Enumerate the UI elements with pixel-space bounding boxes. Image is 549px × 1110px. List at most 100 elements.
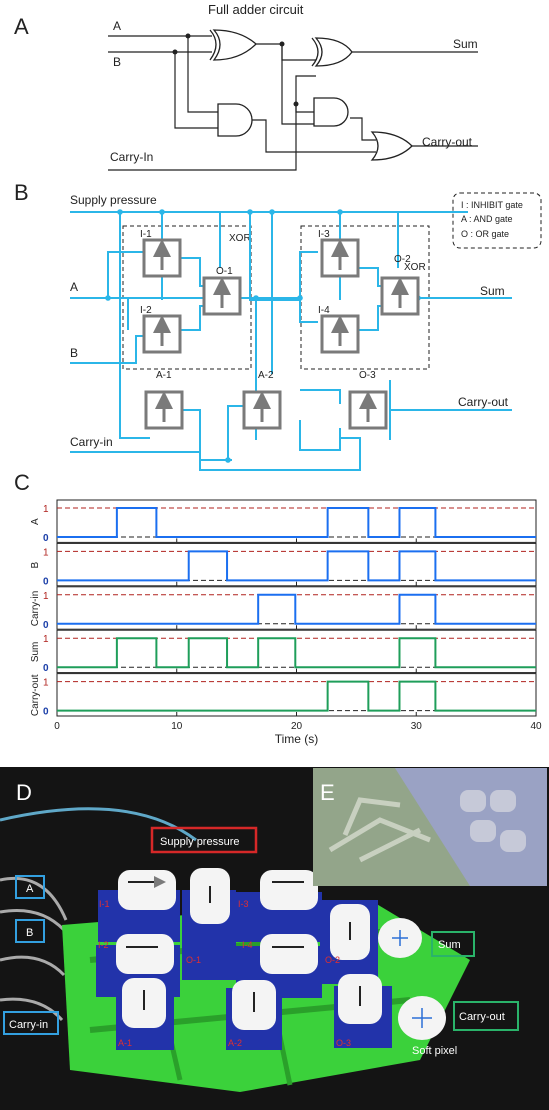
panel-a-input-b: B — [113, 55, 121, 69]
gate-label-i4: I-4 — [318, 305, 330, 316]
module-o1 — [182, 868, 236, 980]
photo-input-carry: Carry-in — [9, 1019, 48, 1031]
xtick-label-30: 30 — [411, 721, 423, 732]
legend-entry-inhibit: I : INHIBIT gate — [461, 200, 523, 210]
gate-o1: O-1 — [202, 266, 242, 316]
panel-b: B Supply pressure A B Carry-in Sum Carry… — [14, 180, 542, 471]
panel-e-inset: E — [313, 768, 547, 886]
and-gate-2 — [313, 97, 349, 127]
panel-b-output-sum: Sum — [480, 284, 505, 298]
or-gate — [370, 131, 413, 161]
ytick-low-sum: 0 — [43, 663, 49, 674]
module-a2 — [226, 980, 282, 1050]
gate-label-a1: A-1 — [156, 370, 172, 381]
panel-d-letter: D — [16, 780, 32, 805]
photo-supply-label: Supply pressure — [160, 836, 240, 848]
series-label-sum: Sum — [30, 642, 41, 663]
series-label-a: A — [30, 518, 41, 525]
gate-label-i1: I-1 — [140, 229, 152, 240]
panel-a-output-sum: Sum — [453, 37, 478, 51]
series-line-sum — [57, 637, 536, 669]
photo-output-sum: Sum — [438, 939, 461, 951]
ytick-low-carry-out: 0 — [43, 707, 49, 718]
series-line-b — [57, 550, 536, 582]
ytick-high-carry-out: 1 — [43, 678, 49, 689]
and-gate-1 — [217, 103, 253, 137]
module-o3 — [334, 974, 392, 1048]
series-label-carry-out: Carry-out — [30, 674, 41, 716]
module-i1 — [98, 870, 180, 942]
photo-callouts: Supply pressure A B Carry-in Sum Carry-o… — [3, 826, 519, 1057]
photo-label-o3: O-3 — [336, 1038, 351, 1048]
ytick-high-b: 1 — [43, 547, 49, 558]
legend-entry-and: A : AND gate — [461, 214, 513, 224]
xtick-label-20: 20 — [291, 721, 303, 732]
xor-gate-1 — [209, 29, 257, 61]
photo-label-o2: O-2 — [325, 955, 340, 965]
series-label-b: B — [30, 561, 41, 568]
subplot-frame-sum — [56, 629, 537, 674]
gate-a2: A-2 — [242, 370, 282, 430]
panel-c-letter: C — [14, 470, 30, 495]
panel-a-title: Full adder circuit — [208, 2, 304, 17]
xor-label-1: XOR — [229, 233, 251, 244]
gate-i4: I-4 — [318, 305, 360, 354]
xtick-label-40: 40 — [530, 721, 542, 732]
logic-circuit-nodes — [172, 33, 299, 107]
photo-label-i2: I-2 — [98, 940, 109, 950]
photo-input-b: B — [26, 927, 33, 939]
gate-label-o2: O-2 — [394, 254, 411, 265]
photo-label-a1: A-1 — [118, 1038, 132, 1048]
gate-a1: A-1 — [144, 370, 184, 430]
cad-render-modules — [460, 790, 526, 852]
panel-e-letter: E — [320, 780, 335, 805]
ytick-low-b: 0 — [43, 576, 49, 587]
gate-boxes: I-1 I-2 O-1 I-3 I-4 — [140, 229, 420, 430]
photo-label-i1: I-1 — [99, 899, 110, 909]
gate-label-i3: I-3 — [318, 229, 330, 240]
gate-label-o3: O-3 — [359, 370, 376, 381]
module-o2 — [320, 900, 378, 984]
gate-label-i2: I-2 — [140, 305, 152, 316]
ytick-low-a: 0 — [43, 533, 49, 544]
soft-pixel-label: Soft pixel — [412, 1045, 457, 1057]
panel-a-output-carry: Carry-out — [422, 135, 473, 149]
pneumatic-channels — [70, 211, 512, 471]
soft-pixels — [378, 918, 446, 1040]
series-line-carry-out — [57, 680, 536, 712]
ytick-high-sum: 1 — [43, 634, 49, 645]
panel-b-letter: B — [14, 180, 29, 205]
ytick-high-a: 1 — [43, 504, 49, 515]
panel-a-letter: A — [14, 14, 29, 39]
photo-label-i3: I-3 — [238, 899, 249, 909]
photo-input-a: A — [26, 883, 34, 895]
series-line-carry-in — [57, 593, 536, 625]
gate-o3: O-3 — [348, 370, 388, 430]
gate-i3: I-3 — [318, 229, 360, 278]
panel-b-input-a: A — [70, 280, 78, 294]
panel-b-output-carry: Carry-out — [458, 395, 509, 409]
panel-a-input-carry: Carry-In — [110, 150, 153, 164]
panel-b-supply-label: Supply pressure — [70, 193, 157, 207]
gate-label-o1: O-1 — [216, 266, 233, 277]
xor-gate-2 — [311, 37, 353, 67]
xor-label-2: XOR — [404, 262, 426, 273]
cad-render-model — [328, 797, 431, 863]
panel-b-input-carry: Carry-in — [70, 435, 113, 449]
series-line-a — [57, 507, 536, 538]
photo-output-carry: Carry-out — [459, 1011, 505, 1023]
photo-label-i4: I-4 — [242, 940, 253, 950]
xtick-label-10: 10 — [171, 721, 183, 732]
gate-i1: I-1 — [140, 229, 182, 278]
legend-box: I : INHIBIT gate A : AND gate O : OR gat… — [452, 192, 542, 249]
module-i3 — [236, 870, 322, 942]
photo-gate-labels: I-1 I-2 O-1 I-3 I-4 O-2 A-1 A-2 O-3 — [98, 899, 351, 1048]
xtick-label-0: 0 — [54, 721, 60, 732]
panel-d: D — [0, 767, 549, 1110]
series-label-carry-in: Carry-in — [30, 591, 41, 627]
photo-label-a2: A-2 — [228, 1038, 242, 1048]
gate-o2: O-2 — [380, 254, 420, 316]
